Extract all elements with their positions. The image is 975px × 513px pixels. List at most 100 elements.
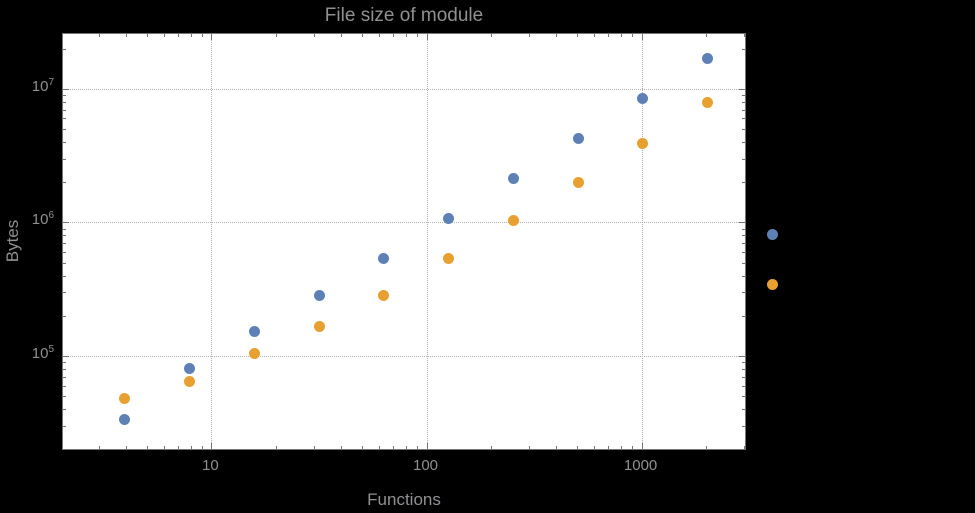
- tick-mark: [211, 443, 213, 449]
- y-gridline: [63, 88, 745, 90]
- y-tick-label: 106: [31, 210, 54, 229]
- tick-mark: [706, 34, 708, 37]
- tick-mark: [529, 34, 531, 37]
- tick-mark: [378, 34, 380, 37]
- tick-mark: [63, 252, 66, 254]
- tick-mark: [63, 425, 66, 427]
- data-point-series-orange: [443, 252, 455, 264]
- tick-mark: [576, 34, 578, 37]
- plot-area: [62, 33, 746, 450]
- tick-mark: [742, 262, 745, 264]
- tick-mark: [178, 34, 180, 37]
- tick-mark: [63, 182, 66, 184]
- tick-mark: [641, 34, 643, 40]
- tick-mark: [178, 446, 180, 449]
- tick-mark: [276, 34, 278, 37]
- tick-mark: [378, 446, 380, 449]
- data-point-series-blue: [637, 93, 649, 105]
- tick-mark: [63, 409, 66, 411]
- tick-mark: [742, 425, 745, 427]
- data-point-series-blue: [119, 413, 131, 425]
- tick-mark: [742, 48, 745, 50]
- tick-mark: [739, 88, 745, 90]
- tick-mark: [163, 446, 165, 449]
- tick-mark: [742, 118, 745, 120]
- data-point-series-orange: [507, 214, 519, 226]
- tick-mark: [742, 275, 745, 277]
- tick-mark: [742, 158, 745, 160]
- tick-mark: [742, 235, 745, 237]
- tick-mark: [98, 34, 100, 37]
- tick-mark: [63, 109, 66, 111]
- tick-mark: [416, 34, 418, 37]
- tick-mark: [340, 446, 342, 449]
- chart-title: File size of module: [324, 5, 484, 26]
- tick-mark: [405, 446, 407, 449]
- tick-mark: [620, 446, 622, 449]
- data-point-series-blue: [378, 252, 390, 264]
- tick-mark: [361, 446, 363, 449]
- x-axis-label: Functions: [367, 490, 441, 509]
- data-point-series-orange: [119, 393, 131, 405]
- tick-mark: [63, 396, 66, 398]
- tick-mark: [393, 34, 395, 37]
- tick-mark: [146, 446, 148, 449]
- tick-mark: [63, 94, 66, 96]
- data-point-series-blue: [184, 362, 196, 374]
- tick-mark: [742, 129, 745, 131]
- tick-mark: [211, 34, 213, 40]
- tick-mark: [405, 34, 407, 37]
- tick-mark: [491, 446, 493, 449]
- tick-mark: [742, 141, 745, 143]
- tick-mark: [739, 222, 745, 224]
- tick-mark: [593, 34, 595, 37]
- x-tick-label: 1000: [623, 457, 658, 474]
- tick-mark: [706, 446, 708, 449]
- x-tick-label: 10: [202, 457, 219, 474]
- data-point-series-orange: [702, 96, 714, 108]
- tick-mark: [742, 396, 745, 398]
- tick-mark: [63, 315, 66, 317]
- tick-mark: [742, 109, 745, 111]
- tick-mark: [63, 262, 66, 264]
- tick-mark: [742, 101, 745, 103]
- tick-mark: [125, 34, 127, 37]
- tick-mark: [63, 118, 66, 120]
- tick-mark: [742, 243, 745, 245]
- tick-mark: [63, 141, 66, 143]
- tick-mark: [98, 446, 100, 449]
- data-point-series-blue: [702, 53, 714, 65]
- data-point-series-orange: [378, 289, 390, 301]
- data-point-series-blue: [313, 289, 325, 301]
- tick-mark: [529, 446, 531, 449]
- tick-mark: [742, 369, 745, 371]
- data-point-series-orange: [637, 137, 649, 149]
- y-tick-label: 105: [31, 344, 54, 363]
- tick-mark: [742, 385, 745, 387]
- y-gridline: [63, 222, 745, 224]
- data-point-series-blue: [248, 326, 260, 338]
- data-point-series-blue: [443, 213, 455, 225]
- tick-mark: [742, 409, 745, 411]
- data-point-series-blue: [507, 172, 519, 184]
- tick-mark: [742, 376, 745, 378]
- tick-mark: [742, 362, 745, 364]
- tick-mark: [416, 446, 418, 449]
- tick-mark: [201, 34, 203, 37]
- tick-mark: [63, 376, 66, 378]
- tick-mark: [608, 446, 610, 449]
- tick-mark: [742, 228, 745, 230]
- tick-mark: [340, 34, 342, 37]
- tick-mark: [63, 129, 66, 131]
- tick-mark: [146, 34, 148, 37]
- tick-mark: [63, 356, 69, 358]
- tick-mark: [125, 446, 127, 449]
- tick-mark: [739, 356, 745, 358]
- x-gridline: [426, 34, 428, 449]
- tick-mark: [631, 34, 633, 37]
- data-point-series-orange: [248, 348, 260, 360]
- tick-mark: [314, 34, 316, 37]
- tick-mark: [744, 446, 745, 449]
